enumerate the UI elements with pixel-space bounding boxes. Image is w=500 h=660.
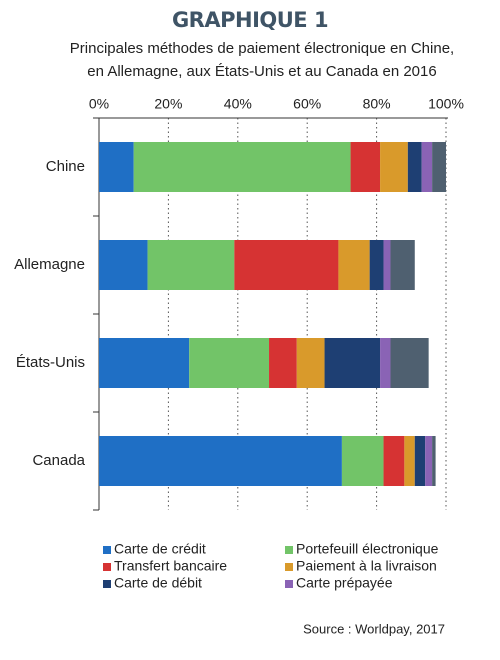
x-tick-label: 20% [154, 96, 182, 112]
bar-segment [133, 142, 351, 192]
bar-segment [99, 142, 134, 192]
bar-segment [380, 338, 391, 388]
bar-segment [383, 240, 391, 290]
bar-segment [296, 338, 325, 388]
bar-segment [99, 338, 190, 388]
bar-segment [432, 142, 446, 192]
bar-segment [269, 338, 297, 388]
x-tick-label: 80% [363, 96, 391, 112]
chart-title: GRAPHIQUE 1 [172, 8, 328, 32]
bar-segment [383, 436, 405, 486]
bar-segment [189, 338, 270, 388]
x-tick-label: 40% [224, 96, 252, 112]
bar-segment [338, 240, 370, 290]
chart-subtitle: Principales méthodes de paiement électro… [70, 40, 454, 57]
bar-segment [414, 436, 426, 486]
bar-segment [234, 240, 339, 290]
chart-subtitle: en Allemagne, aux États-Unis et au Canad… [87, 63, 436, 80]
legend-label: Carte de débit [114, 575, 202, 591]
legend-label: Transfert bancaire [114, 558, 227, 574]
y-tick-label: Chine [46, 158, 85, 175]
legend-swatch [285, 580, 293, 588]
bar-segment [390, 240, 415, 290]
x-tick-label: 60% [293, 96, 321, 112]
bar-segment [99, 436, 342, 486]
bar-segment [421, 142, 433, 192]
bar-segment [99, 240, 148, 290]
legend-label: Carte prépayée [296, 575, 393, 591]
legend-swatch [103, 563, 111, 571]
legend-swatch [285, 563, 293, 571]
legend-label: Paiement à la livraison [296, 558, 437, 574]
source: Source : Worldpay, 2017 [303, 621, 445, 636]
x-tick-label: 100% [428, 96, 464, 112]
legend-label: Carte de crédit [114, 541, 206, 557]
bar-segment [425, 436, 433, 486]
y-tick-label: Canada [32, 452, 85, 469]
x-tick-label: 0% [89, 96, 109, 112]
bar-segment [341, 436, 384, 486]
bar-segment [380, 142, 408, 192]
bar-segment [407, 142, 422, 192]
bar-segment [369, 240, 384, 290]
bar-segment [404, 436, 415, 486]
legend-swatch [285, 546, 293, 554]
y-tick-label: États-Unis [16, 354, 85, 371]
y-tick-label: Allemagne [14, 256, 85, 273]
bar-segment [432, 436, 436, 486]
legend-swatch [103, 546, 111, 554]
legend-swatch [103, 580, 111, 588]
legend-label: Portefeuill électronique [296, 541, 439, 557]
bar-segment [147, 240, 235, 290]
bar-segment [390, 338, 429, 388]
bar-segment [324, 338, 381, 388]
bar-segment [350, 142, 381, 192]
